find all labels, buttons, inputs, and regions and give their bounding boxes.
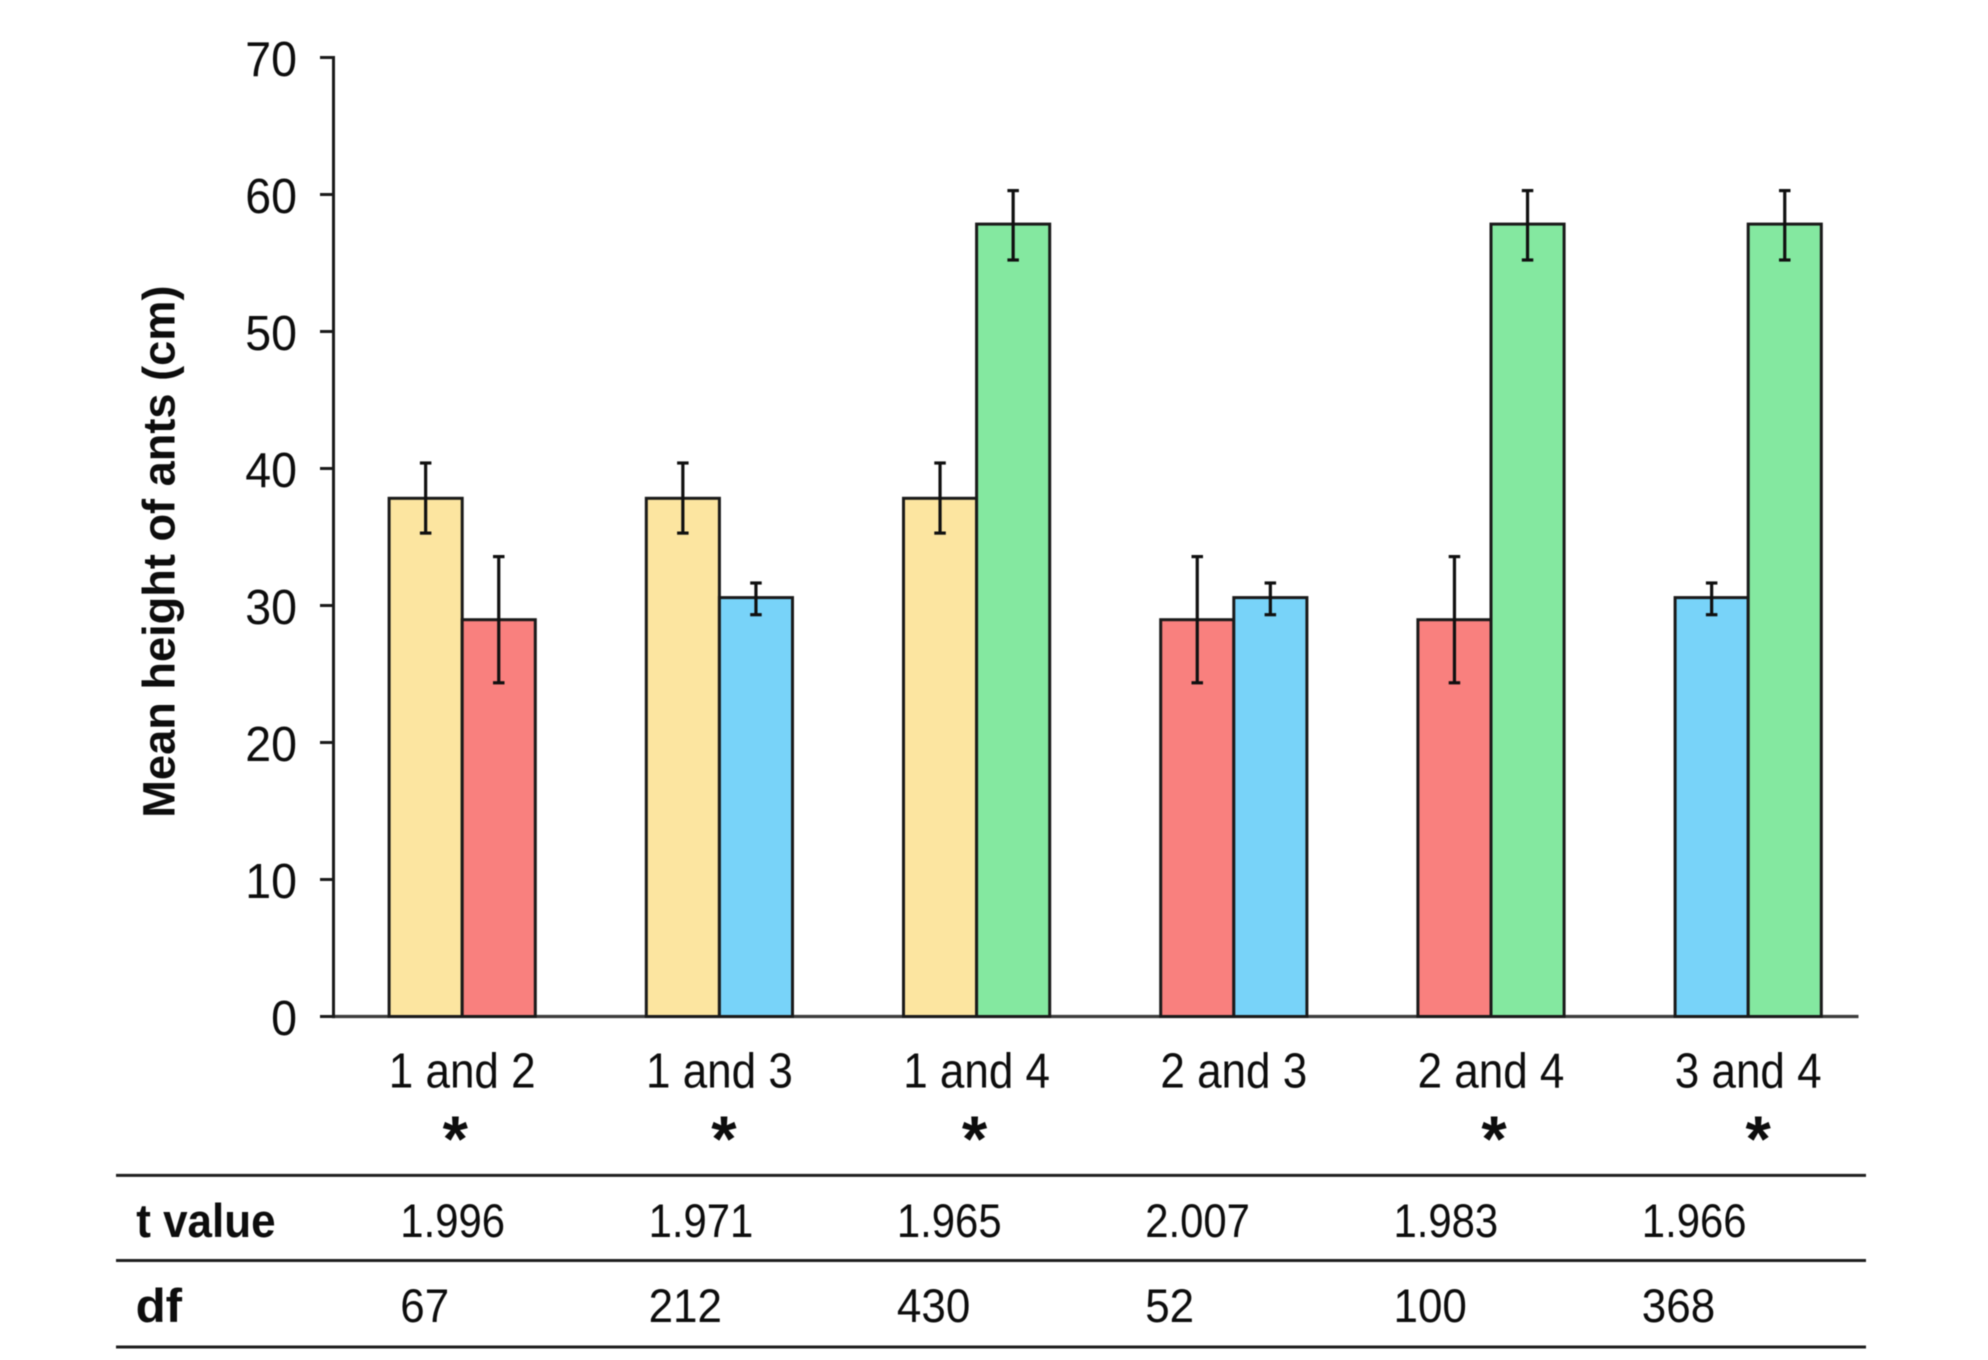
svg-text:*: *: [443, 1102, 469, 1175]
svg-text:100: 100: [1394, 1280, 1467, 1333]
svg-text:430: 430: [897, 1280, 970, 1333]
svg-text:30: 30: [245, 580, 297, 635]
svg-text:368: 368: [1642, 1280, 1715, 1333]
svg-text:67: 67: [400, 1280, 449, 1333]
svg-text:t value: t value: [136, 1194, 275, 1247]
svg-text:1.983: 1.983: [1394, 1195, 1499, 1248]
svg-text:0: 0: [271, 991, 297, 1046]
svg-text:1 and 2: 1 and 2: [389, 1045, 536, 1099]
svg-text:*: *: [1746, 1102, 1772, 1175]
svg-text:3 and 4: 3 and 4: [1675, 1045, 1822, 1099]
svg-text:2 and 3: 2 and 3: [1160, 1045, 1307, 1099]
svg-text:*: *: [711, 1102, 737, 1175]
svg-text:212: 212: [649, 1280, 722, 1333]
svg-text:*: *: [962, 1102, 988, 1175]
svg-text:1.966: 1.966: [1642, 1195, 1747, 1248]
svg-text:1.965: 1.965: [897, 1195, 1002, 1248]
svg-text:52: 52: [1145, 1280, 1194, 1333]
svg-text:2.007: 2.007: [1145, 1195, 1250, 1248]
svg-text:2 and 4: 2 and 4: [1418, 1045, 1565, 1099]
svg-text:1.996: 1.996: [400, 1195, 505, 1248]
svg-text:40: 40: [245, 443, 297, 498]
svg-text:1 and 4: 1 and 4: [903, 1045, 1050, 1099]
svg-text:1.971: 1.971: [649, 1195, 754, 1248]
svg-text:1 and 3: 1 and 3: [646, 1045, 793, 1099]
svg-text:70: 70: [245, 32, 297, 87]
svg-text:20: 20: [245, 717, 297, 772]
svg-text:10: 10: [245, 854, 297, 909]
svg-text:df: df: [136, 1279, 183, 1332]
svg-text:*: *: [1481, 1102, 1507, 1175]
svg-text:Mean height of ants (cm): Mean height of ants (cm): [134, 285, 185, 817]
svg-text:50: 50: [245, 306, 297, 361]
svg-text:60: 60: [245, 169, 297, 224]
